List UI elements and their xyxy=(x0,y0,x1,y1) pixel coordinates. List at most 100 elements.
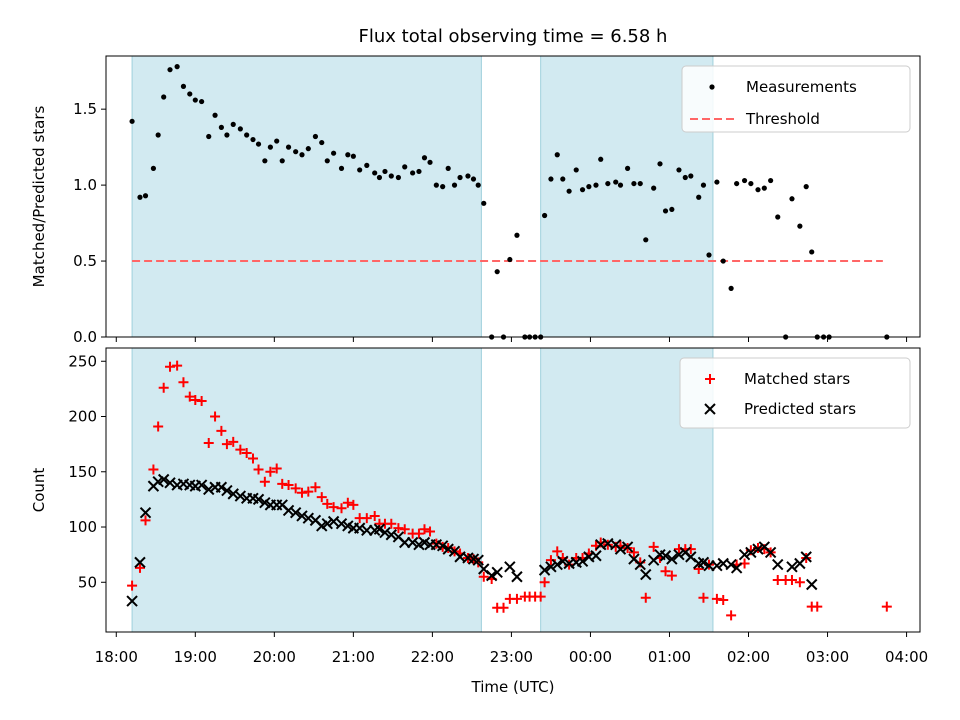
x-tick-label: 18:00 xyxy=(95,648,138,666)
measurement-point xyxy=(579,187,586,193)
measurement-point xyxy=(262,158,268,164)
measurement-point xyxy=(566,188,572,194)
matched-star-point xyxy=(153,421,164,432)
measurement-point xyxy=(617,182,624,188)
matched-star-point xyxy=(310,482,321,493)
bottom-legend: Matched stars Predicted stars xyxy=(679,357,911,429)
matched-star-point xyxy=(399,524,410,535)
matched-star-point xyxy=(539,577,550,588)
predicted-star-point xyxy=(576,555,589,567)
matched-star-point xyxy=(178,377,189,388)
measurement-point xyxy=(250,136,256,143)
legend-label: Threshold xyxy=(745,110,820,128)
measurement-point xyxy=(775,214,781,220)
bottom-shaded-span xyxy=(131,347,482,633)
matched-star-point xyxy=(322,498,333,509)
measurement-point xyxy=(312,133,319,140)
matched-star-point xyxy=(413,528,424,539)
matched-star-point xyxy=(726,610,737,621)
predicted-star-point xyxy=(436,540,449,552)
measurement-point xyxy=(142,193,149,199)
predicted-star-point xyxy=(614,543,627,555)
measurement-point xyxy=(206,133,212,140)
top-panel: 0.0 0.5 1.0 1.5 Matched/Predicted stars Measu… xyxy=(30,55,921,346)
measurement-point xyxy=(465,173,471,179)
measurement-point xyxy=(682,174,688,181)
measurement-point xyxy=(714,179,720,185)
measurement-point xyxy=(761,185,767,191)
measurement-point xyxy=(797,223,803,229)
measurement-point xyxy=(192,97,198,103)
x-tick-label: 02:00 xyxy=(727,648,770,666)
y-tick-label: 1.0 xyxy=(73,176,97,194)
y-tick-label: 150 xyxy=(68,463,97,481)
matched-star-point xyxy=(342,497,353,508)
matched-star-point xyxy=(316,492,327,503)
x-tick-label: 01:00 xyxy=(648,648,691,666)
matched-star-point xyxy=(425,526,436,537)
predicted-star-point xyxy=(215,481,228,493)
measurement-point xyxy=(440,184,446,190)
predicted-star-point xyxy=(234,490,247,502)
measurement-point xyxy=(324,158,330,164)
predicted-star-point xyxy=(442,543,454,555)
measurement-point xyxy=(700,182,707,188)
legend-predicted-marker xyxy=(704,403,716,415)
predicted-star-point xyxy=(302,512,315,524)
matched-star-point xyxy=(247,453,258,464)
matched-star-point xyxy=(648,541,659,552)
predicted-star-point xyxy=(227,488,239,500)
legend-box xyxy=(681,65,911,133)
predicted-star-point xyxy=(504,561,516,573)
y-tick-label: 0.5 xyxy=(73,252,97,270)
legend-measurement-marker xyxy=(709,84,715,90)
predicted-star-point xyxy=(673,548,685,561)
measurement-point xyxy=(299,152,305,158)
matched-star-point xyxy=(628,547,639,558)
measurement-point xyxy=(376,174,383,181)
x-tick-label: 03:00 xyxy=(806,648,849,666)
measurement-point xyxy=(279,158,285,164)
matched-star-point xyxy=(184,391,195,402)
y-tick-label: 50 xyxy=(78,573,97,591)
measurement-point xyxy=(357,167,363,173)
measurement-point xyxy=(224,132,230,138)
measurement-point xyxy=(244,132,250,138)
measurement-point xyxy=(768,177,774,184)
measurement-point xyxy=(605,180,611,187)
predicted-star-point xyxy=(640,568,652,581)
legend-matched-marker xyxy=(705,374,715,384)
measurement-point xyxy=(199,98,205,105)
x-axis-label: Time (UTC) xyxy=(471,678,555,696)
y-tick-label: 200 xyxy=(68,408,97,426)
predicted-star-point xyxy=(335,517,348,530)
predicted-star-point xyxy=(164,477,176,489)
measurement-point xyxy=(451,182,458,188)
measurement-point xyxy=(789,196,795,202)
matched-star-point xyxy=(172,360,183,371)
measurement-point xyxy=(338,165,345,171)
measurement-point xyxy=(598,156,604,162)
matched-star-point xyxy=(216,425,227,436)
predicted-star-point xyxy=(327,515,340,528)
measurement-point xyxy=(688,173,694,179)
predicted-star-point xyxy=(557,555,569,567)
matched-star-point xyxy=(698,592,709,603)
measurement-point xyxy=(187,91,193,97)
matched-star-point xyxy=(666,570,677,581)
measurement-point xyxy=(350,153,356,159)
matched-star-point xyxy=(228,436,239,447)
measurement-point xyxy=(548,176,554,182)
predicted-star-point xyxy=(752,543,764,555)
predicted-star-point xyxy=(800,551,812,563)
measurement-point xyxy=(421,155,428,161)
top-panel-frame xyxy=(105,55,921,338)
measurement-point xyxy=(230,121,236,127)
top-shaded-span xyxy=(131,55,482,338)
matched-star-point xyxy=(794,577,805,588)
y-tick-label: 1.5 xyxy=(73,100,97,118)
measurement-point xyxy=(402,164,408,170)
matched-star-point xyxy=(303,486,314,497)
measurement-point xyxy=(382,168,388,175)
